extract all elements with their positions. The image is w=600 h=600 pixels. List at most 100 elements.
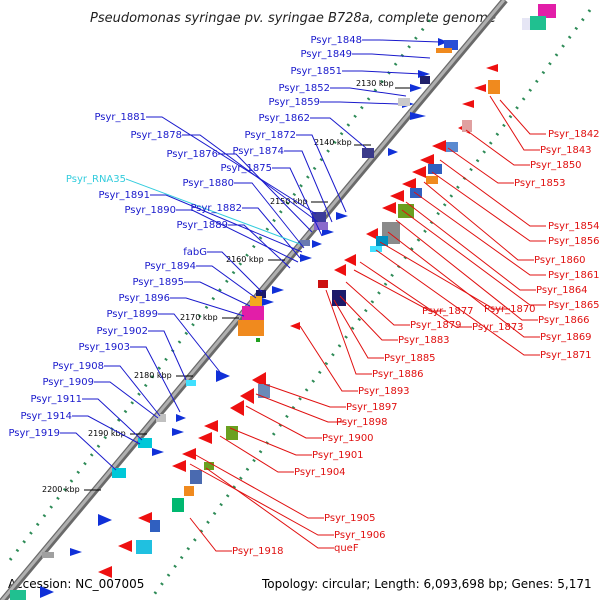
gene-label[interactable]: Psyr_1893 <box>358 386 410 397</box>
feature-box <box>138 438 152 448</box>
feature-box <box>238 320 264 336</box>
feature-box <box>312 212 326 222</box>
gene-label[interactable]: Psyr_1878 <box>130 130 182 141</box>
gene-label[interactable]: Psyr_1874 <box>232 146 284 157</box>
gene-label[interactable]: Psyr_1852 <box>278 83 330 94</box>
feature-arrow <box>388 148 398 156</box>
gene-label[interactable]: Psyr_1919 <box>8 428 60 439</box>
gene-label[interactable]: Psyr_1859 <box>268 97 320 108</box>
gene-label[interactable]: Psyr_1879 <box>410 320 462 331</box>
gene-label[interactable]: Psyr_1890 <box>124 205 176 216</box>
gene-label[interactable]: Psyr_1891 <box>98 190 150 201</box>
feature-box <box>300 240 310 246</box>
gene-label[interactable]: Psyr_1911 <box>30 394 82 405</box>
gene-label[interactable]: Psyr_1865 <box>548 300 600 311</box>
feature-arrow <box>182 448 196 460</box>
gene-label[interactable]: Psyr_1856 <box>548 236 600 247</box>
gene-label[interactable]: Psyr_1877 <box>422 306 474 317</box>
gene-label[interactable]: fabG <box>183 247 207 258</box>
gene-label[interactable]: Psyr_1904 <box>294 467 346 478</box>
rna-gene-label[interactable]: Psyr_RNA35 <box>66 174 126 185</box>
gene-label[interactable]: Psyr_1903 <box>78 342 130 353</box>
leader-line <box>263 383 346 408</box>
gene-label[interactable]: Psyr_1849 <box>300 49 352 60</box>
feature-arrow <box>438 38 448 46</box>
feature-arrow <box>334 264 346 276</box>
feature-arrow <box>312 240 322 248</box>
gene-label[interactable]: Psyr_1918 <box>232 546 284 557</box>
feature-arrow <box>366 228 378 240</box>
forward-strand-boxes <box>42 40 458 558</box>
gene-label[interactable]: Psyr_1899 <box>106 309 158 320</box>
feature-arrow <box>402 178 416 190</box>
gene-label[interactable]: Psyr_1908 <box>52 361 104 372</box>
rna-leader-line <box>125 178 301 245</box>
gene-label[interactable]: Psyr_1842 <box>548 129 600 140</box>
gene-label[interactable]: Psyr_1889 <box>176 220 228 231</box>
leader-line <box>284 150 333 223</box>
leader-line <box>405 201 536 291</box>
gene-label[interactable]: Psyr_1871 <box>540 350 592 361</box>
gene-label[interactable]: Psyr_1885 <box>384 353 436 364</box>
leader-line <box>146 116 317 215</box>
feature-arrow <box>262 298 274 306</box>
gene-label[interactable]: Psyr_1864 <box>536 285 588 296</box>
gene-label[interactable]: Psyr_1895 <box>132 277 184 288</box>
feature-arrow <box>98 566 112 578</box>
gene-label[interactable]: Psyr_1900 <box>322 433 374 444</box>
feature-arrow <box>336 212 348 220</box>
gene-label[interactable]: Psyr_1862 <box>258 113 310 124</box>
leader-line <box>193 453 324 519</box>
feature-box <box>332 290 346 306</box>
gene-label[interactable]: Psyr_1860 <box>534 255 586 266</box>
feature-box <box>256 290 266 298</box>
gene-label[interactable]: Psyr_1909 <box>42 377 94 388</box>
feature-box <box>462 120 472 132</box>
leader-line <box>387 231 540 338</box>
leader-line <box>310 117 367 149</box>
leader-line <box>296 134 347 213</box>
leader-line <box>176 209 299 263</box>
gene-label[interactable]: Psyr_1873 <box>472 322 524 333</box>
gene-label[interactable]: Psyr_1872 <box>244 130 296 141</box>
gene-label[interactable]: Psyr_1906 <box>334 530 386 541</box>
feature-arrow <box>390 190 404 202</box>
gene-label[interactable]: queF <box>334 543 359 554</box>
feature-box <box>376 236 388 246</box>
gene-label[interactable]: Psyr_1866 <box>538 315 590 326</box>
gene-label[interactable]: Psyr_1896 <box>118 293 170 304</box>
leader-line <box>94 381 159 419</box>
gene-label[interactable]: Psyr_1894 <box>144 261 196 272</box>
gene-label[interactable]: Psyr_1869 <box>540 332 592 343</box>
leader-line <box>130 346 181 413</box>
gene-label[interactable]: Psyr_1905 <box>324 513 376 524</box>
gene-label[interactable]: Psyr_1880 <box>182 178 234 189</box>
gene-label[interactable]: Psyr_1897 <box>346 402 398 413</box>
ruler-label-2170: 2170 kbp <box>180 313 218 322</box>
gene-label[interactable]: Psyr_1883 <box>398 335 450 346</box>
gene-label[interactable]: Psyr_1848 <box>310 35 362 46</box>
leader-line <box>362 39 441 43</box>
gene-label[interactable]: Psyr_1902 <box>96 326 148 337</box>
feature-box <box>398 204 414 218</box>
gene-label[interactable]: Psyr_1853 <box>514 178 566 189</box>
gene-label[interactable]: Psyr_1914 <box>20 411 72 422</box>
feature-arrow <box>410 84 422 92</box>
leader-line <box>395 219 538 321</box>
gene-label[interactable]: Psyr_1870 <box>484 304 536 315</box>
leader-line <box>401 209 546 306</box>
gene-label[interactable]: Psyr_1851 <box>290 66 342 77</box>
gene-label[interactable]: Psyr_1882 <box>190 203 242 214</box>
gene-label[interactable]: Psyr_1898 <box>336 417 388 428</box>
gene-label[interactable]: Psyr_1861 <box>548 270 600 281</box>
gene-label[interactable]: Psyr_1901 <box>312 450 364 461</box>
gene-label[interactable]: Psyr_1850 <box>530 160 582 171</box>
leader-line <box>148 330 187 381</box>
gene-label[interactable]: Psyr_1881 <box>94 112 146 123</box>
gene-label[interactable]: Psyr_1886 <box>372 369 424 380</box>
gene-label[interactable]: Psyr_1843 <box>540 145 592 156</box>
gene-label[interactable]: Psyr_1876 <box>166 149 218 160</box>
leader-line <box>228 224 291 269</box>
gene-label[interactable]: Psyr_1875 <box>220 163 272 174</box>
gene-label[interactable]: Psyr_1854 <box>548 221 600 232</box>
